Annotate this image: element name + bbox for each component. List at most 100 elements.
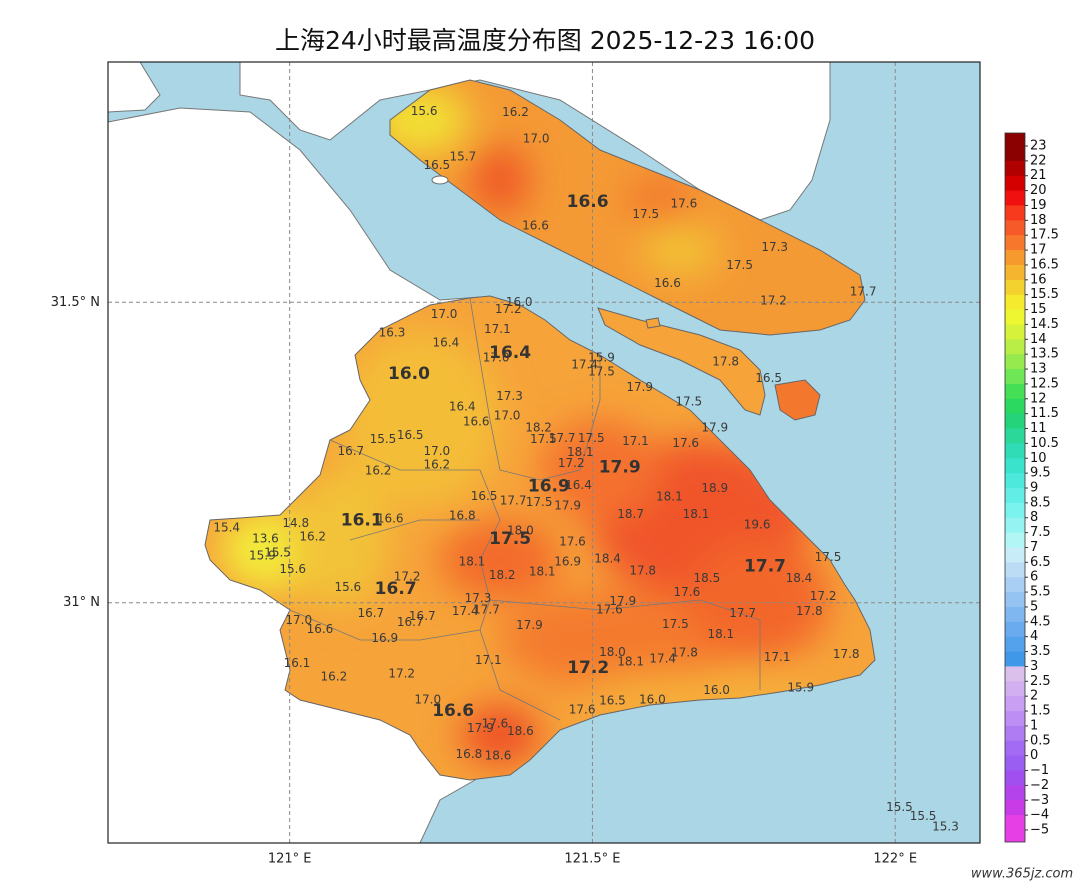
station-value: 16.5 (397, 428, 424, 442)
station-value: 15.6 (279, 562, 306, 576)
station-value: 18.0 (599, 645, 626, 659)
colorbar-label: 10.5 (1030, 436, 1059, 451)
colorbar-segment (1005, 369, 1025, 385)
colorbar-label: 22 (1030, 153, 1047, 168)
colorbar-segment (1005, 502, 1025, 519)
station-value: 17.3 (465, 591, 492, 605)
station-value: 17.8 (671, 646, 698, 660)
station-value: 18.1 (707, 627, 734, 641)
grid (108, 62, 980, 843)
station-value: 16.4 (565, 478, 592, 492)
station-labels: 15.6 16.2 17.0 16.5 15.7 16.6 17.6 17.5 16.6 17.3… (213, 104, 959, 834)
station-value: 18.1 (656, 489, 683, 503)
colorbar-label: 15.5 (1030, 287, 1059, 302)
colorbar-label: 6 (1030, 570, 1038, 585)
colorbar-segment (1005, 383, 1025, 400)
station-value: 17.5 (578, 431, 605, 445)
station-value: 16.7 (357, 606, 384, 620)
district-value: 17.7 (744, 557, 786, 577)
station-value: 15.9 (249, 548, 276, 562)
station-value: 16.5 (599, 694, 626, 708)
colorbar-segment (1005, 354, 1025, 370)
colorbar-segment (1005, 443, 1025, 459)
station-value: 17.1 (475, 653, 502, 667)
station-value: 16.5 (755, 371, 782, 385)
station-value: 17.6 (559, 535, 586, 549)
colorbar-label: 11.5 (1030, 406, 1059, 421)
district-value: 17.2 (567, 658, 609, 678)
colorbar-label: 19 (1030, 198, 1047, 213)
district-value: 16.6 (567, 192, 609, 212)
colorbar-label: −5 (1030, 823, 1049, 838)
station-value: 16.6 (307, 622, 334, 636)
colorbar-segment (1005, 606, 1025, 623)
station-value: 17.5 (588, 364, 615, 378)
station-value: 17.4 (571, 357, 598, 371)
station-value: 18.0 (507, 524, 534, 538)
colorbar-segment (1005, 517, 1025, 534)
district-value: 16.6 (432, 701, 474, 721)
colorbar-label: −3 (1030, 793, 1049, 808)
station-value: 17.5 (675, 395, 702, 409)
station-value: 18.9 (701, 481, 728, 495)
station-value: 16.7 (397, 615, 424, 629)
colorbar-segment (1005, 592, 1025, 608)
district-value: 16.9 (528, 477, 570, 497)
station-value: 15.5 (370, 432, 397, 446)
colorbar-label: 21 (1030, 168, 1047, 183)
station-value: 17.0 (523, 131, 550, 145)
colorbar-segment (1005, 711, 1025, 727)
colorbar-label: 16 (1030, 272, 1047, 287)
colorbar-segment (1005, 324, 1025, 340)
colorbar-label: 18 (1030, 213, 1047, 228)
station-value: 18.6 (485, 748, 512, 762)
colorbar-label: −2 (1030, 778, 1049, 793)
colorbar-label: 1 (1030, 718, 1038, 733)
station-value: 17.4 (452, 604, 479, 618)
station-value: 19.6 (744, 518, 771, 532)
station-value: 16.8 (449, 509, 476, 523)
station-value: 16.0 (506, 295, 533, 309)
station-value: 17.6 (671, 196, 698, 210)
islet (645, 317, 661, 329)
station-value: 16.2 (365, 464, 392, 478)
station-value: 17.6 (482, 717, 509, 731)
station-value: 17.8 (712, 354, 739, 368)
station-value: 16.6 (377, 512, 404, 526)
station-value: 17.0 (494, 408, 521, 422)
colorbar-segment (1005, 205, 1025, 221)
colorbar-label: 0.5 (1030, 733, 1051, 748)
district-value: 17.9 (599, 458, 641, 478)
station-value: 15.9 (787, 681, 814, 695)
colorbar-segment (1005, 264, 1025, 281)
hengsha-island (774, 379, 821, 421)
station-value: 15.7 (449, 149, 476, 163)
station-value: 17.6 (674, 585, 701, 599)
x-tick-label: 122° E (873, 852, 917, 867)
station-value: 16.7 (409, 609, 436, 623)
station-value: 16.9 (371, 631, 398, 645)
station-value: 17.5 (815, 550, 842, 564)
colorbar-label: 5 (1030, 599, 1038, 614)
station-value: 16.2 (502, 105, 529, 119)
station-value: 18.7 (617, 507, 644, 521)
y-tick-label: 31.5° N (51, 295, 100, 310)
colorbar-segment (1005, 800, 1025, 816)
colorbar-segment (1005, 577, 1025, 593)
colorbar-label: 9 (1030, 481, 1038, 496)
district-value: 16.1 (341, 510, 383, 530)
colorbar-label: 14 (1030, 332, 1047, 347)
y-tick-label: 31° N (63, 595, 100, 610)
station-value: 17.5 (530, 432, 557, 446)
colorbar-label: 7 (1030, 540, 1038, 555)
colorbar-label: 12.5 (1030, 376, 1059, 391)
colorbar-label: 13.5 (1030, 347, 1059, 362)
station-value: 18.1 (683, 507, 710, 521)
islet (431, 175, 449, 185)
north-land (239, 62, 831, 221)
station-value: 17.0 (423, 444, 450, 458)
colorbar-label: 8 (1030, 510, 1038, 525)
colorbar-segment (1005, 175, 1025, 192)
colorbar-label: 11 (1030, 421, 1047, 436)
